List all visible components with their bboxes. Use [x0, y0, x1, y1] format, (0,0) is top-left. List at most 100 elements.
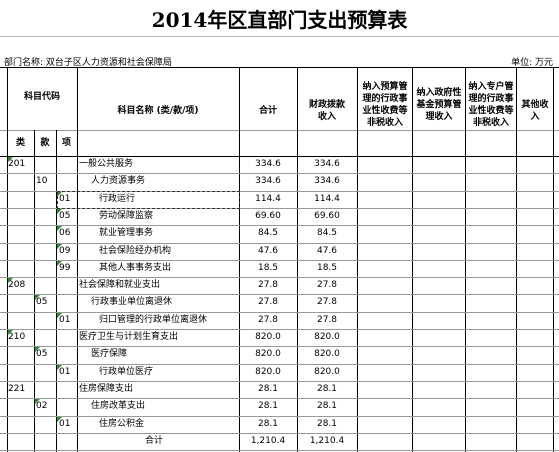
- cell-lei[interactable]: 201: [8, 159, 26, 169]
- cell-fiscal[interactable]: 334.6: [314, 176, 340, 187]
- cell-fiscal[interactable]: 114.4: [314, 193, 340, 204]
- cell-xiang[interactable]: 06: [59, 228, 71, 239]
- header-fund: 纳入政府性基金预算管理收入: [416, 88, 462, 122]
- cell-total[interactable]: 28.1: [257, 383, 279, 394]
- cell-name[interactable]: 医疗卫生与计划生育支出: [79, 332, 179, 342]
- error-indicator-icon: [35, 399, 40, 405]
- cell-total[interactable]: 84.5: [257, 228, 279, 239]
- col-line: [7, 67, 8, 452]
- code-subheader-line: [0, 130, 559, 131]
- cell-name[interactable]: 住房公积金: [99, 418, 145, 429]
- cell-total[interactable]: 27.8: [257, 314, 279, 325]
- col-line: [465, 67, 466, 452]
- cell-xiang[interactable]: 05: [59, 210, 71, 221]
- cell-name[interactable]: 劳动保障监察: [99, 210, 154, 221]
- row-divider: [0, 432, 559, 434]
- cell-lei[interactable]: 210: [8, 332, 26, 342]
- error-indicator-icon: [8, 278, 13, 284]
- cell-name[interactable]: 人力资源事务: [91, 176, 146, 187]
- row-divider: [0, 225, 559, 227]
- cell-name[interactable]: 医疗保障: [91, 349, 128, 360]
- cell-name[interactable]: 社会保险经办机构: [99, 245, 172, 256]
- cell-total[interactable]: 820.0: [255, 366, 281, 377]
- cell-total[interactable]: 27.8: [257, 297, 279, 308]
- row-divider: [0, 207, 559, 209]
- row-divider: [0, 259, 559, 261]
- row-divider: [0, 329, 559, 330]
- row-divider: [0, 450, 559, 452]
- col-line: [239, 67, 240, 452]
- cell-xiang[interactable]: 01: [59, 314, 71, 325]
- error-indicator-icon: [57, 312, 62, 318]
- cell-fiscal[interactable]: 28.1: [316, 383, 338, 394]
- cell-fiscal[interactable]: 820.0: [314, 332, 340, 342]
- cell-total[interactable]: 334.6: [255, 159, 281, 169]
- cell-total[interactable]: 47.6: [257, 245, 279, 256]
- cell-name[interactable]: 行政事业单位离退休: [91, 297, 173, 308]
- cell-lei[interactable]: 208: [8, 280, 26, 291]
- cell-total[interactable]: 334.6: [255, 176, 281, 187]
- cell-fiscal[interactable]: 27.8: [316, 280, 338, 291]
- header-total: 合计: [258, 106, 277, 116]
- cell-total[interactable]: 69.60: [255, 210, 281, 221]
- cell-fiscal[interactable]: 27.8: [316, 297, 338, 308]
- cell-total[interactable]: 1,210.4: [250, 435, 286, 446]
- cell-kuan[interactable]: 10: [36, 176, 48, 187]
- header-budget-mgmt: 纳入预算管理的行政事业性收费等非税收入: [362, 82, 408, 128]
- cell-total[interactable]: 18.5: [257, 262, 279, 273]
- cell-name[interactable]: 行政运行: [99, 193, 136, 204]
- row-divider: [0, 346, 559, 348]
- error-indicator-icon: [57, 416, 62, 422]
- cell-fiscal[interactable]: 18.5: [316, 262, 338, 273]
- cell-total[interactable]: 28.1: [257, 418, 279, 429]
- cell-name[interactable]: 住房改革支出: [91, 401, 146, 412]
- error-indicator-icon: [57, 208, 62, 214]
- cell-fiscal[interactable]: 1,210.4: [309, 435, 345, 446]
- header-other: 其他收入: [521, 100, 549, 122]
- cell-total[interactable]: 28.1: [257, 401, 279, 412]
- title-divider: [0, 36, 559, 37]
- cell-xiang[interactable]: 99: [59, 262, 71, 273]
- header-bottom-border: [0, 156, 559, 157]
- row-divider: [0, 380, 559, 382]
- unit-label: 单位: 万元: [511, 58, 553, 68]
- cell-name[interactable]: 其他人事事务支出: [99, 262, 172, 273]
- cell-total[interactable]: 114.4: [255, 193, 281, 204]
- col-line: [77, 67, 78, 452]
- cell-kuan[interactable]: 05: [36, 297, 48, 308]
- cell-fiscal[interactable]: 27.8: [316, 314, 338, 325]
- cell-name[interactable]: 社会保障和就业支出: [79, 280, 161, 291]
- cell-name[interactable]: 一般公共服务: [79, 159, 134, 169]
- cell-xiang[interactable]: 01: [59, 366, 71, 377]
- header-code: 科目代码: [23, 92, 60, 102]
- cell-fiscal[interactable]: 28.1: [316, 401, 338, 412]
- cell-fiscal[interactable]: 820.0: [314, 349, 340, 360]
- cell-fiscal[interactable]: 334.6: [314, 159, 340, 169]
- error-indicator-icon: [57, 243, 62, 249]
- header-special: 纳入专户管理的行政事业性收费等非税收入: [468, 82, 514, 128]
- cell-fiscal[interactable]: 820.0: [314, 366, 340, 377]
- cell-name[interactable]: 行政单位医疗: [99, 366, 154, 377]
- cell-total[interactable]: 820.0: [255, 349, 281, 360]
- row-divider: [0, 363, 559, 365]
- cell-fiscal[interactable]: 84.5: [316, 228, 338, 239]
- department-label: 部门名称: 双台子区人力资源和社会保障局: [4, 58, 172, 68]
- cell-name[interactable]: 合计: [145, 435, 164, 446]
- col-line: [516, 67, 517, 452]
- cell-name[interactable]: 归口管理的行政单位离退休: [99, 314, 208, 325]
- cell-name[interactable]: 住房保障支出: [79, 383, 134, 394]
- cell-xiang[interactable]: 01: [59, 418, 71, 429]
- cell-total[interactable]: 27.8: [257, 280, 279, 291]
- cell-fiscal[interactable]: 28.1: [316, 418, 338, 429]
- sheet-title: 2014年区直部门支出预算表: [151, 8, 408, 32]
- cell-name[interactable]: 就业管理事务: [99, 228, 154, 239]
- cell-kuan[interactable]: 02: [36, 401, 48, 412]
- cell-total[interactable]: 820.0: [255, 332, 281, 342]
- cell-xiang[interactable]: 09: [59, 245, 71, 256]
- cell-lei[interactable]: 221: [8, 383, 26, 394]
- cell-fiscal[interactable]: 69.60: [314, 210, 340, 221]
- cell-kuan[interactable]: 05: [36, 349, 48, 360]
- cell-fiscal[interactable]: 47.6: [316, 245, 338, 256]
- cell-xiang[interactable]: 01: [59, 193, 71, 204]
- budget-table: 科目代码 类 款 项 科目名称 (类/款/项) 合计 财政拨款收入 纳入预算管理…: [0, 67, 559, 452]
